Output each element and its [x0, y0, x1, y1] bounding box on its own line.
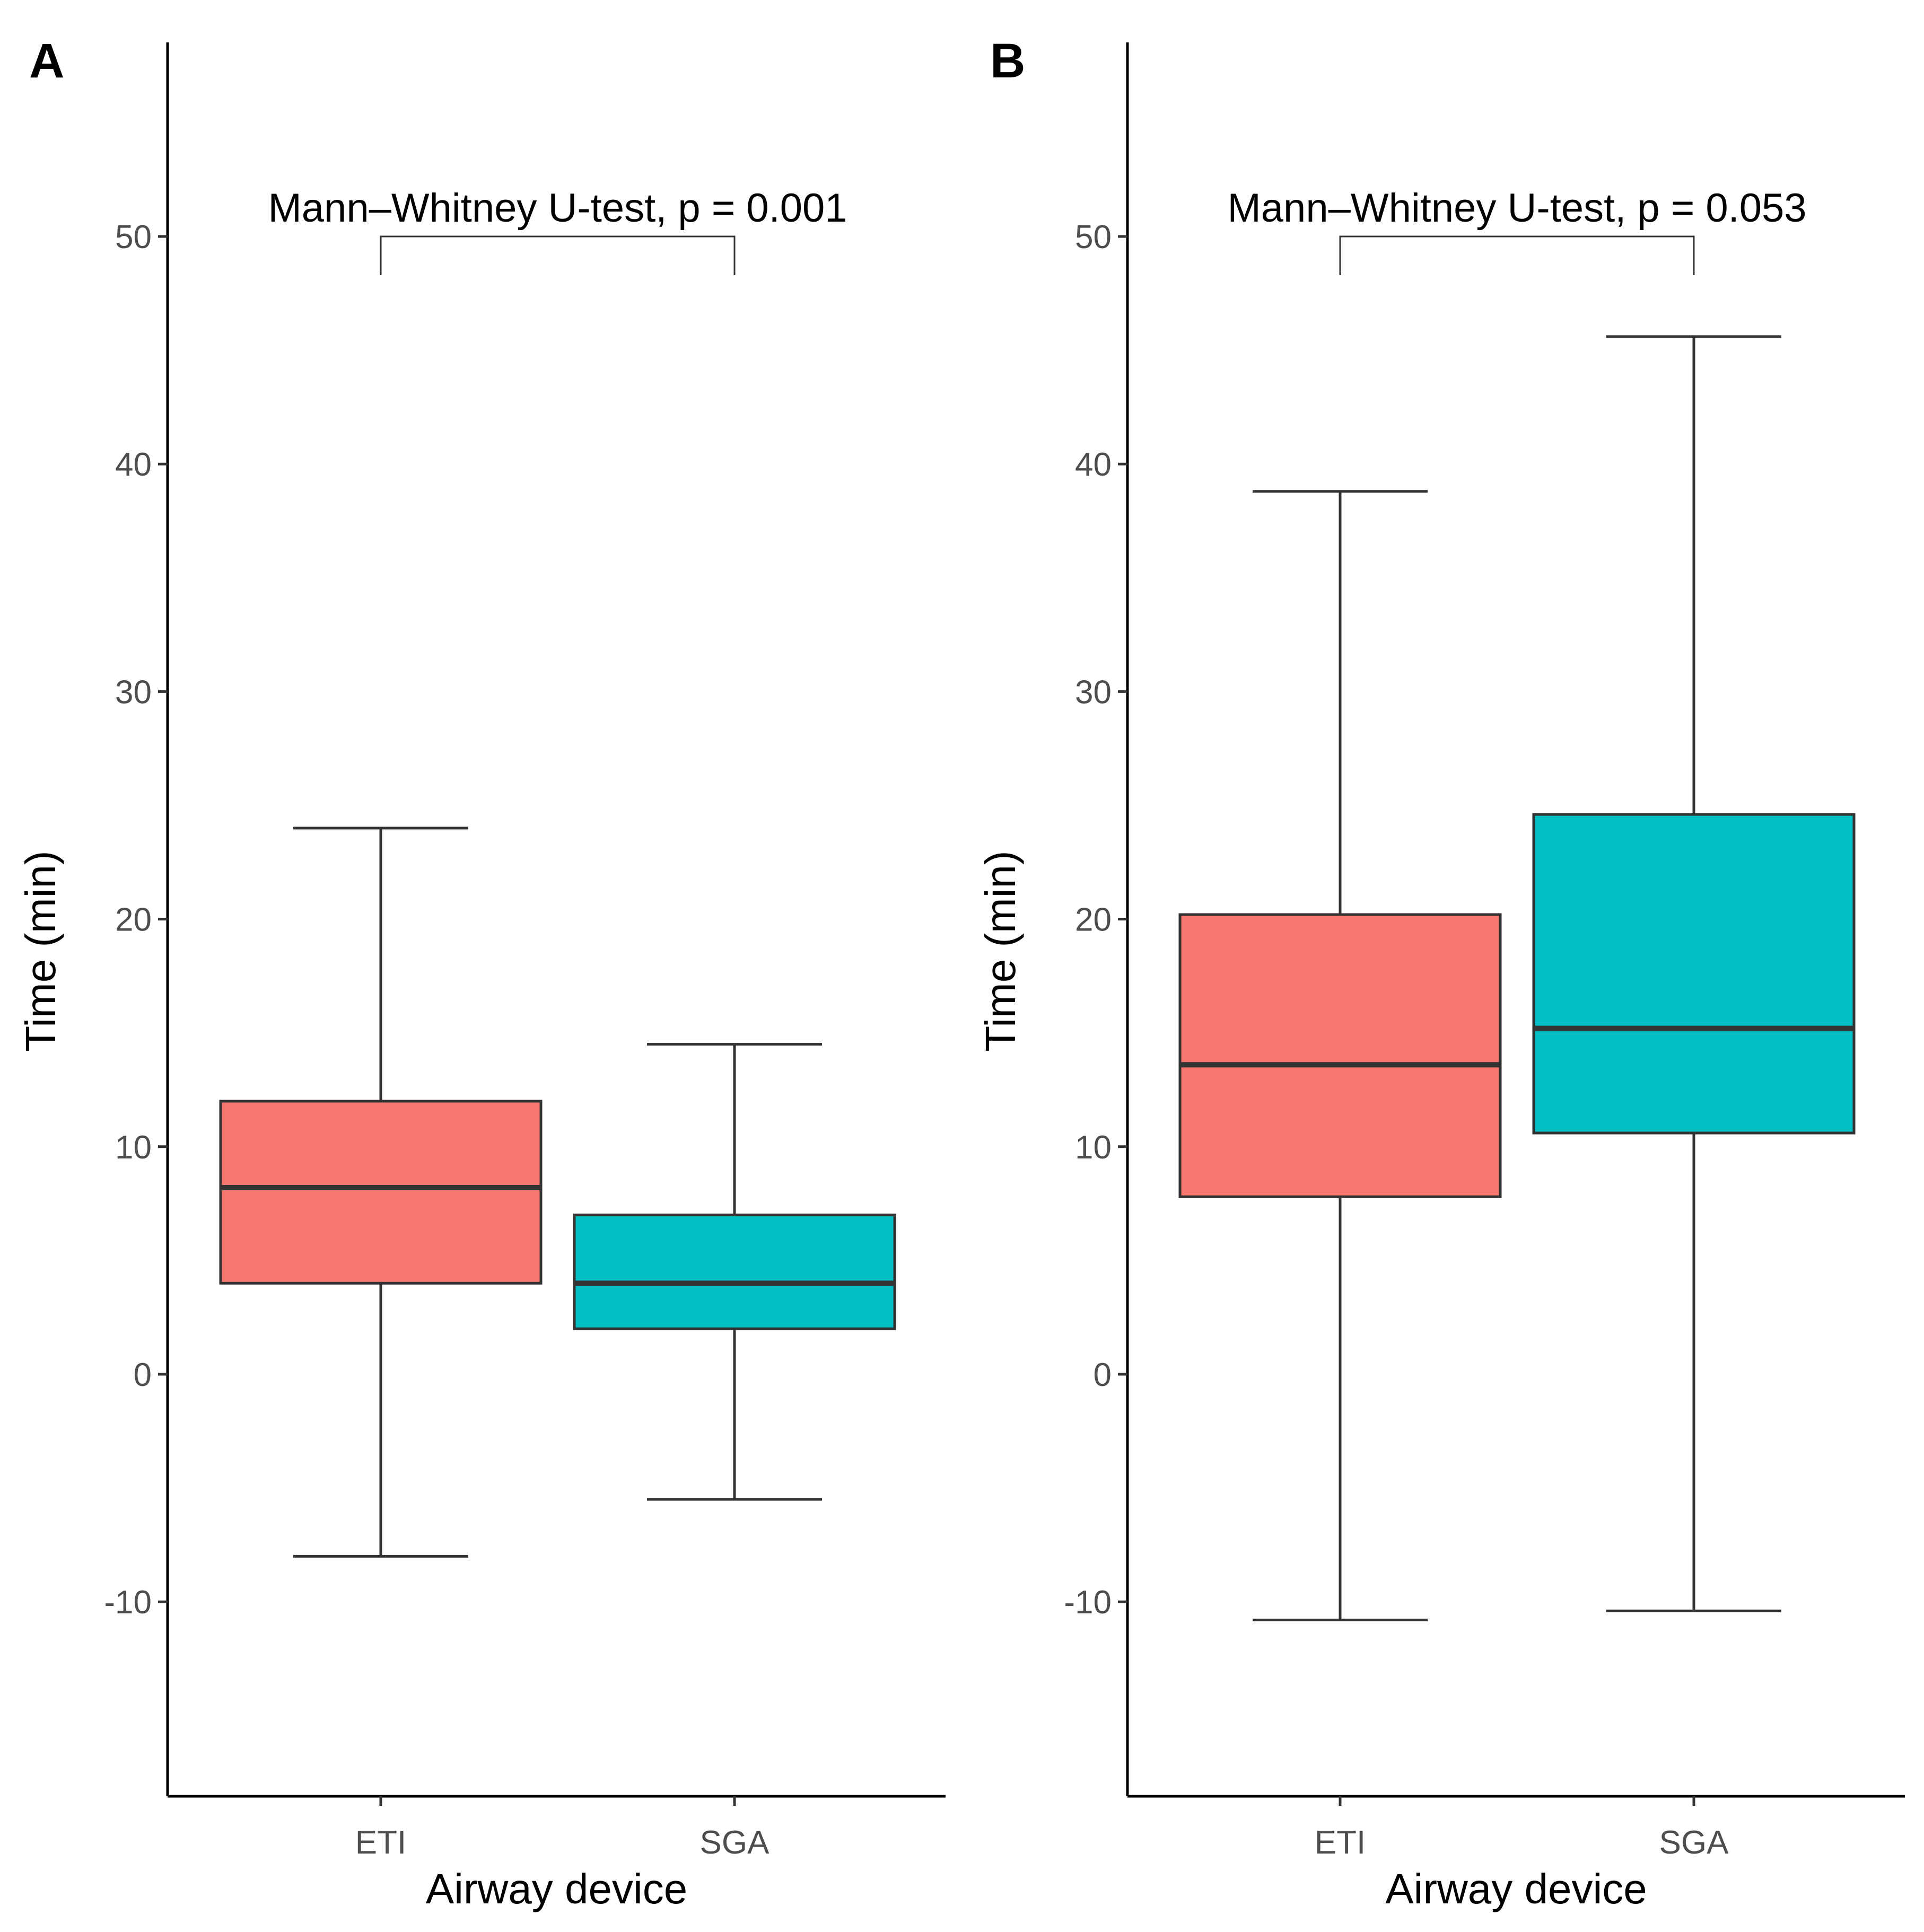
panel-a-y-tick-label: 30	[115, 674, 152, 710]
panel-a-box-eti-iqr	[219, 1100, 543, 1285]
panel-b-y-tick-label: 40	[1075, 446, 1112, 483]
panel-a-x-tick-label: ETI	[355, 1824, 406, 1861]
panel-b-letter: B	[990, 34, 1025, 88]
panel-a-y-tick-label: 0	[134, 1357, 152, 1393]
panel-a-y-tick-label: 20	[115, 902, 152, 938]
panel-a-y-tick-label: 10	[115, 1129, 152, 1166]
panel-b-y-tick-label: -10	[1064, 1584, 1112, 1621]
panel-a-letter: A	[29, 34, 64, 88]
panel-b-significance-bracket	[1339, 235, 1695, 275]
panel-b-y-tick-label: 0	[1094, 1357, 1112, 1393]
panel-a-y-tick-label: -10	[104, 1584, 152, 1621]
panel-b-y-tick-label: 10	[1075, 1129, 1112, 1166]
panel-a-significance-bracket	[380, 235, 736, 275]
panel-b-x-tick-label: SGA	[1659, 1824, 1729, 1861]
panel-b-y-tick-label: 20	[1075, 902, 1112, 938]
panel-b-box-eti-iqr	[1178, 913, 1502, 1198]
panel-b-x-tick-label: ETI	[1315, 1824, 1366, 1861]
panel-b-y-tick-label: 30	[1075, 674, 1112, 710]
panel-a-y-axis-title: Time (min)	[17, 850, 64, 1051]
panel-b-x-axis-title: Airway device	[1385, 1865, 1647, 1912]
panel-b-box-sga-iqr	[1532, 813, 1856, 1135]
panel-a-y-tick-label: 50	[115, 219, 152, 256]
panel-b-y-axis-title: Time (min)	[977, 850, 1024, 1051]
panel-a-x-tick-label: SGA	[700, 1824, 770, 1861]
panel-a-x-axis-title: Airway device	[426, 1865, 688, 1912]
panel-b-significance-label: Mann–Whitney U-test, p = 0.053	[1227, 186, 1806, 231]
panel-b-y-tick-label: 50	[1075, 219, 1112, 256]
panel-a-box-sga-iqr	[573, 1214, 896, 1330]
panel-a-y-tick-label: 40	[115, 446, 152, 483]
panel-a-significance-label: Mann–Whitney U-test, p = 0.001	[268, 186, 847, 231]
